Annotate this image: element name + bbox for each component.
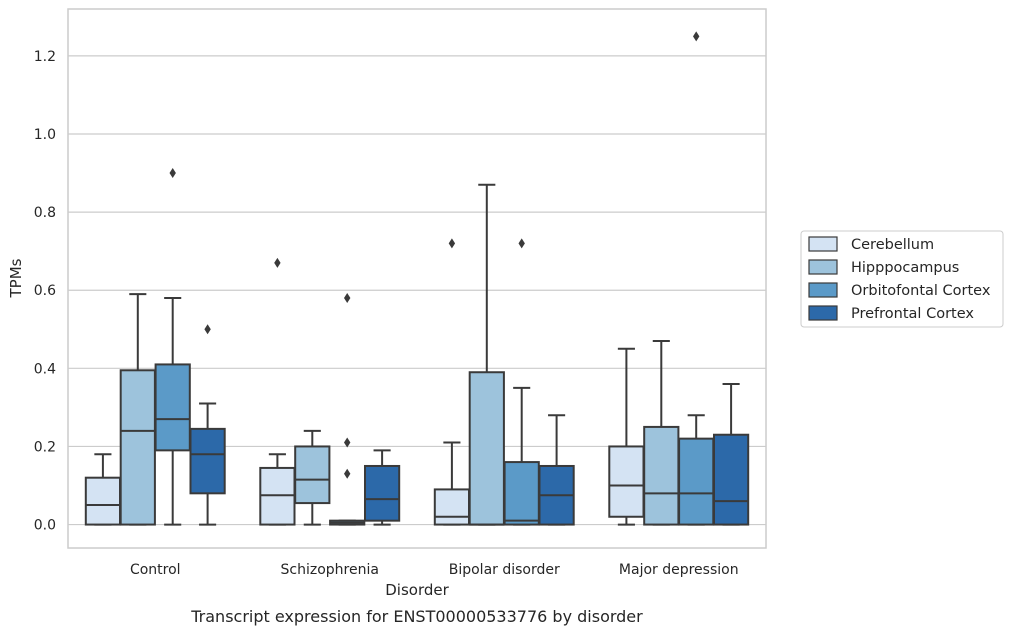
box-body: [468, 371, 505, 526]
y-tick-labels: 0.0 0.2 0.4 0.6 0.8 1.0 1.2: [34, 49, 56, 534]
box-body: [712, 433, 750, 526]
box-body: [363, 464, 401, 522]
box-body: [608, 445, 645, 518]
box-body: [84, 476, 122, 526]
plot-frame: [67, 8, 767, 549]
box-3-3: [712, 382, 750, 526]
y-tick-label-3: 0.6: [34, 283, 56, 299]
box-3-2: [678, 31, 715, 526]
legend-swatch-2: [808, 282, 838, 298]
box-body: [154, 363, 191, 452]
legend-label-0: Cerebellum: [851, 237, 934, 253]
box-1-1: [294, 429, 331, 526]
legend: Cerebellum Hipppocampus Orbitofontal Corte…: [800, 230, 1004, 328]
legend-label-3: Prefrontal Cortex: [851, 306, 974, 322]
y-tick-label-2: 0.4: [34, 361, 56, 377]
legend-swatch-0: [808, 236, 838, 252]
boxes: [84, 31, 750, 526]
y-tick-label-6: 1.2: [34, 49, 56, 65]
flier-0: [518, 238, 525, 249]
x-tick-label-1: Schizophrenia: [281, 562, 379, 578]
legend-label-1: Hipppocampus: [851, 260, 959, 276]
box-2-0: [433, 238, 471, 526]
box-1-2: [329, 293, 366, 526]
box-body: [503, 461, 540, 526]
legend-frame: [800, 230, 1004, 328]
legend-swatch-1: [808, 259, 838, 275]
box-body: [678, 437, 715, 526]
flier-2: [344, 468, 351, 479]
flier-0: [274, 257, 281, 268]
box-body: [189, 427, 226, 495]
flier-0: [169, 168, 176, 179]
flier-0: [344, 293, 351, 304]
y-tick-label-1: 0.2: [34, 439, 56, 455]
flier-0: [204, 324, 211, 335]
x-tick-labels: Control Schizophrenia Bipolar disorder Majo…: [130, 562, 739, 578]
flier-0: [693, 31, 700, 42]
box-2-3: [538, 414, 575, 526]
y-tick-label-4: 0.8: [34, 205, 56, 221]
legend-label-2: Orbitofontal Cortex: [851, 283, 991, 299]
box-1-0: [259, 257, 296, 526]
box-body: [294, 445, 331, 505]
x-tick-label-3: Major depression: [619, 562, 739, 578]
box-body: [119, 369, 156, 526]
box-1-3: [363, 449, 401, 526]
box-3-1: [643, 339, 680, 526]
y-axis-label: TPMs: [7, 258, 25, 298]
box-3-0: [608, 347, 645, 526]
box-0-1: [119, 293, 156, 526]
flier-0: [448, 238, 456, 249]
flier-1: [344, 437, 351, 448]
box-2-1: [468, 183, 505, 526]
chart-caption: Transcript expression for ENST0000053377…: [190, 607, 643, 626]
x-tick-label-0: Control: [130, 562, 181, 578]
y-tick-label-5: 1.0: [34, 127, 56, 143]
box-2-2: [503, 238, 540, 526]
x-tick-label-2: Bipolar disorder: [449, 562, 560, 578]
box-body: [433, 488, 471, 526]
box-body: [643, 425, 680, 526]
box-0-3: [189, 324, 226, 526]
x-axis-label: Disorder: [385, 581, 449, 599]
legend-swatch-3: [808, 305, 838, 321]
y-tick-label-0: 0.0: [34, 518, 56, 534]
box-0-2: [154, 168, 191, 526]
